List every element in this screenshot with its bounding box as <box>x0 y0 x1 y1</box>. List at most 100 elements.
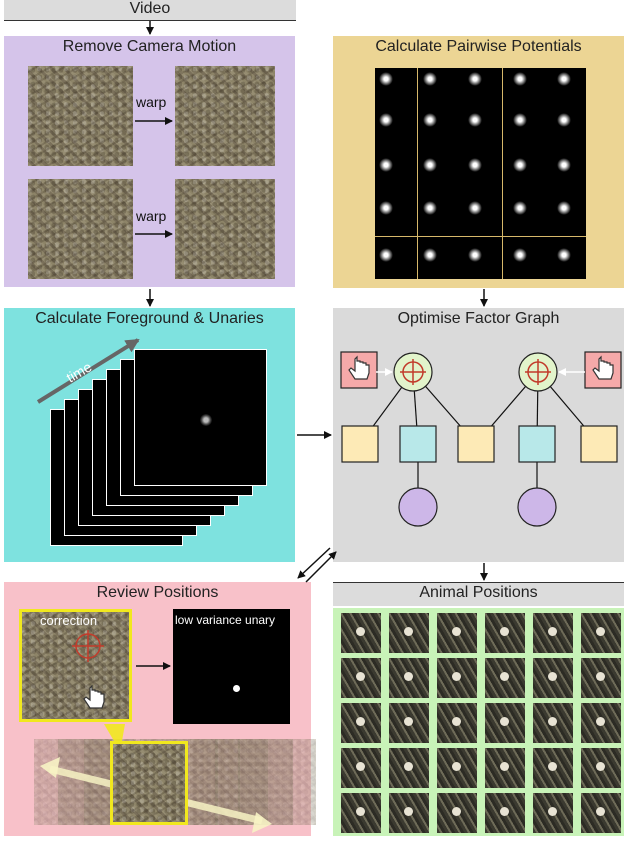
pairwise-factor <box>580 425 618 463</box>
warp-label-2: warp <box>136 208 167 224</box>
frame-1 <box>28 66 133 166</box>
animal-position-tile <box>437 703 477 743</box>
time-arrow <box>36 338 140 404</box>
animal-position-tile <box>341 748 381 788</box>
potential-peak <box>379 248 393 262</box>
animal-position-tile <box>533 703 573 743</box>
animal-position-tile <box>389 793 429 833</box>
potential-peak <box>468 201 482 215</box>
animal-positions-grid <box>333 608 624 836</box>
pairwise-factor <box>341 425 379 463</box>
potential-peak <box>379 201 393 215</box>
potential-peak <box>379 158 393 172</box>
animal-position-tile <box>533 658 573 698</box>
unary-factor <box>399 425 437 463</box>
potential-peak <box>513 72 527 86</box>
potential-peak <box>379 72 393 86</box>
animal-position-tile <box>533 793 573 833</box>
review-positions-title: Review Positions <box>96 584 219 601</box>
animal-position-tile <box>533 748 573 788</box>
correction-hand-icon <box>83 684 105 709</box>
frame-2-warped <box>175 179 275 279</box>
animal-position-tile <box>341 703 381 743</box>
animal-position-tile <box>485 658 525 698</box>
animal-position-tile <box>485 613 525 653</box>
animal-position-tile <box>437 748 477 788</box>
animal-position-tile <box>581 748 621 788</box>
animal-position-tile <box>341 613 381 653</box>
animal-position-tile <box>341 658 381 698</box>
animal-position-tile <box>485 748 525 788</box>
review-frame <box>238 739 316 825</box>
arrow-graph-to-review <box>297 547 331 579</box>
potential-peak <box>423 248 437 262</box>
pairwise-potential-matrix <box>375 68 586 279</box>
factor-graph-title: Optimise Factor Graph <box>397 310 560 327</box>
scrub-arrow-head-left <box>40 757 60 778</box>
frame-1-warped <box>175 66 275 166</box>
potential-peak <box>513 201 527 215</box>
warp-label-1: warp <box>136 94 167 110</box>
potential-peak <box>423 72 437 86</box>
foreground-unaries-title: Calculate Foreground & Unaries <box>35 310 264 327</box>
potential-peak <box>513 113 527 127</box>
time-label: time <box>64 358 95 385</box>
animal-position-tile <box>437 793 477 833</box>
potential-peak <box>468 72 482 86</box>
animal-position-tile <box>437 613 477 653</box>
animal-position-tile <box>533 613 573 653</box>
matrix-divider <box>375 236 586 237</box>
remove-camera-motion-panel: Remove Camera Motion warp warp <box>4 36 295 287</box>
animal-position-tile <box>389 703 429 743</box>
pairwise-potentials-title: Calculate Pairwise Potentials <box>375 38 582 55</box>
review-frame <box>110 741 188 825</box>
animal-position-tile <box>485 793 525 833</box>
frame-2 <box>28 179 133 279</box>
correction-label: correction <box>40 613 98 628</box>
potential-peak <box>468 158 482 172</box>
potential-peak <box>513 248 527 262</box>
hand-cursor-icon <box>592 355 614 380</box>
potential-peak <box>423 201 437 215</box>
animal-position-tile <box>389 658 429 698</box>
correction-frame <box>19 609 132 722</box>
pairwise-potentials-panel: Calculate Pairwise Potentials <box>333 36 624 288</box>
matrix-divider <box>417 68 418 279</box>
potential-peak <box>557 248 571 262</box>
arrow-review-to-graph <box>305 551 337 583</box>
potential-peak <box>513 158 527 172</box>
variable-node <box>398 487 438 527</box>
variable-node <box>517 487 557 527</box>
animal-position-tile <box>485 703 525 743</box>
animal-position-tile <box>389 613 429 653</box>
animal-positions-title: Animal Positions <box>419 584 538 601</box>
potential-peak <box>423 113 437 127</box>
potential-peak <box>557 201 571 215</box>
remove-camera-motion-title: Remove Camera Motion <box>62 38 237 55</box>
potential-peak <box>379 113 393 127</box>
scrub-arrow-head-right <box>252 812 272 833</box>
matrix-divider <box>502 68 503 279</box>
animal-position-tile <box>581 613 621 653</box>
potential-peak <box>557 72 571 86</box>
potential-peak <box>468 113 482 127</box>
unary-peak-dot <box>233 685 240 692</box>
potential-peak <box>468 248 482 262</box>
video-label: Video <box>129 0 171 17</box>
foreground-blob <box>200 414 212 426</box>
animal-position-tile <box>581 793 621 833</box>
video-header-bar: Video <box>4 0 296 21</box>
hand-cursor-icon <box>348 355 370 380</box>
animal-position-tile <box>581 703 621 743</box>
potential-peak <box>423 158 437 172</box>
pairwise-factor <box>457 425 495 463</box>
animal-position-tile <box>389 748 429 788</box>
animal-position-tile <box>581 658 621 698</box>
low-variance-unary-frame <box>173 609 290 724</box>
animal-positions-header: Animal Positions <box>333 582 624 606</box>
potential-peak <box>557 158 571 172</box>
animal-position-tile <box>437 658 477 698</box>
animal-position-tile <box>341 793 381 833</box>
low-variance-unary-label: low variance unary <box>175 613 276 627</box>
